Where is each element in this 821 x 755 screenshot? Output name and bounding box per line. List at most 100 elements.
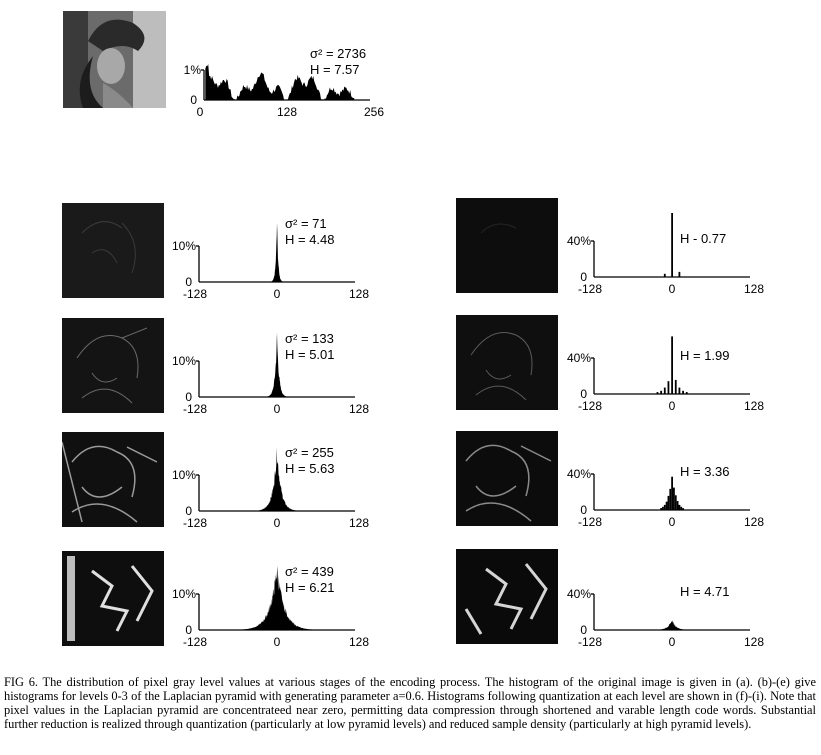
histogram-annotation: H = 1.99 [680, 348, 730, 363]
y-axis-max-label: 40% [567, 351, 591, 365]
x-tick-label: -128 [578, 515, 602, 529]
histogram-bar [673, 487, 675, 510]
x-tick-label: 0 [274, 287, 281, 301]
x-tick-label: -128 [578, 399, 602, 413]
laplacian-level-3-image [62, 551, 164, 646]
histogram-area [209, 565, 345, 630]
histogram-bar [674, 495, 677, 510]
histogram-bar [674, 379, 677, 394]
histogram-quantized-3: 40% 0 -128 0 128 H = 4.71 [560, 560, 800, 652]
histogram-quantized-2: 40% 0 -128 0 128 H = 3.36 [560, 440, 800, 532]
x-tick-label: 0 [669, 399, 676, 413]
lena-original-image [63, 11, 166, 108]
x-tick-label: 128 [349, 402, 369, 416]
y-axis-max-label: 1% [184, 63, 202, 77]
y-axis-zero-label: 0 [580, 387, 587, 401]
x-tick-label: -128 [578, 282, 602, 296]
y-axis-max-label: 40% [567, 587, 591, 601]
histogram-annotation: σ² = 2736 [310, 46, 366, 61]
quantized-level-0-image [456, 198, 558, 293]
y-axis-max-label: 40% [567, 234, 591, 248]
y-axis-zero-label: 0 [580, 270, 587, 284]
histogram-bar [671, 476, 673, 510]
x-tick-label: 128 [744, 635, 764, 649]
histogram-level-3: 10% 0 -128 0 128 σ² = 439 H = 6.21 [165, 560, 405, 652]
x-tick-label: 256 [364, 105, 384, 119]
histogram-annotation: H = 5.63 [285, 461, 335, 476]
y-axis-zero-label: 0 [185, 390, 192, 404]
y-axis-zero-label: 0 [185, 504, 192, 518]
histogram-level-1: 10% 0 -128 0 128 σ² = 133 H = 5.01 [165, 327, 405, 419]
histogram-bar [678, 504, 681, 510]
x-tick-label: -128 [183, 516, 207, 530]
x-tick-label: 128 [744, 282, 764, 296]
histogram-quantized-1: 40% 0 -128 0 128 H = 1.99 [560, 324, 800, 416]
histogram-bar [663, 387, 666, 394]
histogram-annotation: H - 0.77 [680, 231, 726, 246]
histogram-area [635, 620, 709, 630]
quantized-level-2-image [456, 431, 558, 526]
histogram-bar [656, 392, 659, 394]
laplacian-level-0-image [62, 203, 164, 298]
histogram-bar [660, 508, 663, 510]
histogram-annotation: σ² = 71 [285, 216, 327, 231]
histogram-annotation: H = 6.21 [285, 580, 335, 595]
histogram-bar [667, 381, 670, 394]
y-axis-max-label: 40% [567, 467, 591, 481]
histogram-area [205, 64, 355, 100]
y-axis-zero-label: 0 [580, 623, 587, 637]
x-tick-label: 128 [744, 399, 764, 413]
x-tick-label: -128 [578, 635, 602, 649]
histogram-bar [678, 387, 681, 394]
histogram-annotation: H = 4.71 [680, 584, 730, 599]
x-tick-label: 128 [744, 515, 764, 529]
x-tick-label: 128 [349, 635, 369, 649]
quantized-level-1-image [456, 315, 558, 410]
y-axis-zero-label: 0 [185, 275, 192, 289]
y-axis-zero-label: 0 [190, 93, 197, 107]
x-tick-label: 0 [669, 635, 676, 649]
histogram-bar [660, 390, 663, 394]
y-axis-max-label: 10% [172, 239, 196, 253]
y-axis-max-label: 10% [172, 354, 196, 368]
y-axis-max-label: 10% [172, 587, 196, 601]
histogram-area [258, 332, 296, 397]
histogram-annotation: σ² = 255 [285, 445, 334, 460]
histogram-bar [676, 501, 679, 510]
quantized-level-3-image [456, 549, 558, 644]
histogram-annotation: H = 3.36 [680, 464, 730, 479]
laplacian-level-1-image [62, 318, 164, 413]
x-tick-label: 0 [669, 515, 676, 529]
laplacian-level-2-image [62, 432, 164, 527]
histogram-area [266, 223, 288, 282]
histogram-annotation: H = 4.48 [285, 232, 335, 247]
histogram-bar [678, 271, 681, 277]
figure-caption: FIG 6. The distribution of pixel gray le… [4, 675, 816, 732]
y-axis-zero-label: 0 [185, 623, 192, 637]
histogram-bar [663, 504, 666, 510]
x-tick-label: 128 [349, 516, 369, 530]
x-tick-label: 0 [274, 635, 281, 649]
histogram-bar [680, 506, 683, 510]
x-tick-label: 0 [197, 105, 204, 119]
histogram-level-0: 10% 0 -128 0 128 σ² = 71 H = 4.48 [165, 212, 405, 304]
histogram-quantized-0: 40% 0 -128 0 128 H - 0.77 [560, 207, 800, 311]
histogram-bar [671, 336, 673, 394]
histogram-bar [667, 495, 670, 510]
histogram-bar [682, 508, 684, 510]
histogram-bar [685, 392, 688, 394]
histogram-annotation: H = 7.57 [310, 62, 360, 77]
y-axis-max-label: 10% [172, 468, 196, 482]
histogram-bar [663, 273, 666, 277]
histogram-annotation: σ² = 439 [285, 564, 334, 579]
histogram-annotation: H = 5.01 [285, 347, 335, 362]
x-tick-label: 128 [349, 287, 369, 301]
